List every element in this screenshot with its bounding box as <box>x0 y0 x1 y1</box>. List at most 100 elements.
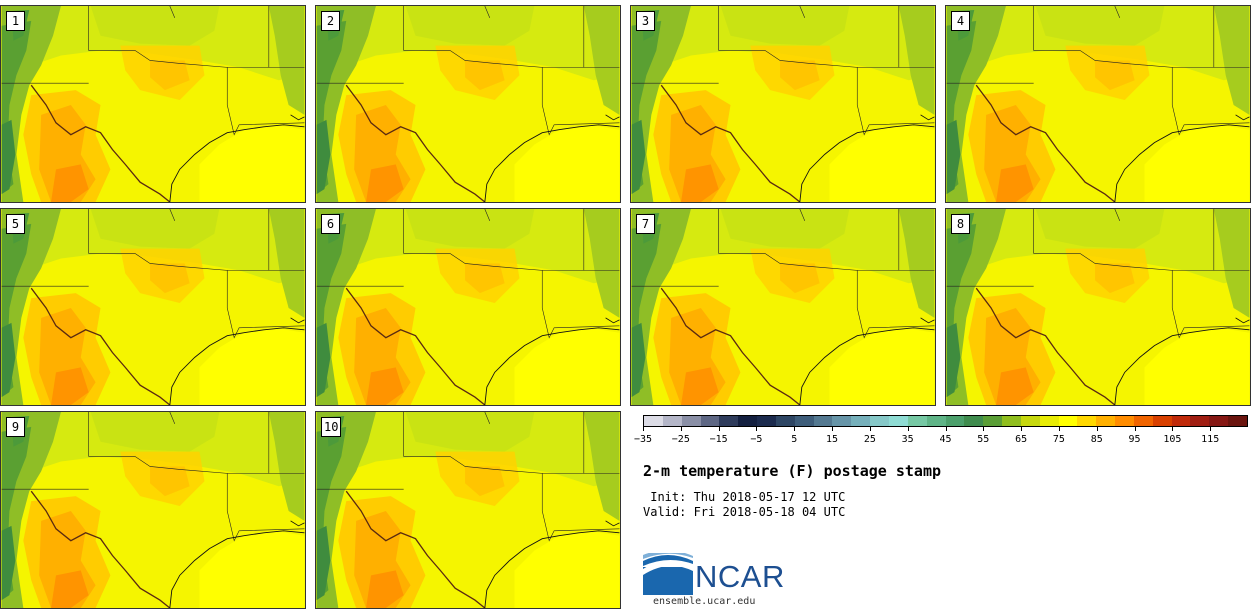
panel-member-7: 7 <box>630 208 936 406</box>
colorbar-tick-label: 65 <box>1015 434 1028 445</box>
colorbar-swatch <box>907 416 927 426</box>
panel-number: 6 <box>321 214 340 234</box>
panel-number: 10 <box>321 417 342 437</box>
panel-number: 1 <box>6 11 25 31</box>
colorbar-tick <box>718 427 720 431</box>
colorbar-tick-label: −15 <box>709 434 728 445</box>
colorbar-swatch <box>700 416 720 426</box>
panel-member-1: 1 <box>0 5 306 203</box>
colorbar-tick <box>832 427 834 431</box>
colorbar-tick-label: −25 <box>671 434 690 445</box>
colorbar-swatch <box>1190 416 1210 426</box>
colorbar-swatch <box>1039 416 1059 426</box>
colorbar-tick-label: 15 <box>826 434 839 445</box>
panel-member-4: 4 <box>945 5 1251 203</box>
colorbar-swatches <box>643 415 1248 427</box>
colorbar-tick-label: 45 <box>939 434 952 445</box>
logo-text: NCAR <box>695 559 785 594</box>
panel-member-8: 8 <box>945 208 1251 406</box>
colorbar-swatch <box>1171 416 1191 426</box>
map-image <box>631 6 935 202</box>
colorbar-tick <box>907 427 909 431</box>
colorbar-tick <box>1210 427 1212 431</box>
colorbar-tick-label: 5 <box>791 434 798 445</box>
panel-member-9: 9 <box>0 411 306 609</box>
colorbar-tick <box>869 427 871 431</box>
panel-member-10: 10 <box>315 411 621 609</box>
colorbar-swatch <box>794 416 814 426</box>
colorbar-swatch <box>851 416 871 426</box>
colorbar-tick-label: −5 <box>750 434 763 445</box>
map-image <box>316 6 620 202</box>
colorbar-tick <box>643 427 644 431</box>
colorbar-tick-label: 115 <box>1201 434 1220 445</box>
colorbar-swatch <box>681 416 701 426</box>
colorbar-swatch <box>1133 416 1153 426</box>
map-image <box>1 209 305 405</box>
colorbar-swatch <box>738 416 758 426</box>
colorbar-swatch <box>1077 416 1097 426</box>
colorbar-tick-label: −35 <box>633 434 653 445</box>
panel-member-6: 6 <box>315 208 621 406</box>
ncar-swoosh-icon <box>643 553 693 595</box>
colorbar-swatch <box>1002 416 1021 426</box>
map-image <box>946 209 1250 405</box>
colorbar-tick-label: 75 <box>1052 434 1065 445</box>
colorbar-tick-label: 85 <box>1090 434 1103 445</box>
panel-number: 3 <box>636 11 655 31</box>
colorbar-tick-label: 105 <box>1163 434 1182 445</box>
colorbar-ticks: −35 −25 −15 −5 5 15 25 35 45 55 65 75 85 95 105 115 <box>634 427 1248 447</box>
colorbar-swatch <box>644 416 663 426</box>
panel-number: 8 <box>951 214 970 234</box>
panel-number: 2 <box>321 11 340 31</box>
panel-member-3: 3 <box>630 5 936 203</box>
init-time: Init: Thu 2018-05-17 12 UTC <box>643 490 846 504</box>
colorbar: −35 −25 −15 −5 5 15 25 35 45 55 65 75 85 95 105 115 <box>634 415 1248 447</box>
colorbar-tick <box>1058 427 1060 431</box>
colorbar-swatch <box>832 416 852 426</box>
page-title: 2-m temperature (F) postage stamp <box>643 462 942 480</box>
map-image <box>946 6 1250 202</box>
colorbar-swatch <box>964 416 984 426</box>
colorbar-swatch <box>1096 416 1116 426</box>
colorbar-swatch <box>1115 416 1134 426</box>
colorbar-swatch <box>1020 416 1040 426</box>
colorbar-tick <box>945 427 947 431</box>
map-image <box>316 209 620 405</box>
panel-number: 7 <box>636 214 655 234</box>
panel-number: 5 <box>6 214 25 234</box>
valid-time: Valid: Fri 2018-05-18 04 UTC <box>643 505 846 519</box>
colorbar-tick-label: 55 <box>977 434 990 445</box>
panel-number: 4 <box>951 11 970 31</box>
panel-member-2: 2 <box>315 5 621 203</box>
panel-number: 9 <box>6 417 25 437</box>
colorbar-swatch <box>1209 416 1229 426</box>
colorbar-swatch <box>926 416 946 426</box>
colorbar-swatch <box>888 416 908 426</box>
colorbar-swatch <box>983 416 1003 426</box>
site-url[interactable]: ensemble.ucar.edu <box>653 596 756 607</box>
map-image <box>316 412 620 608</box>
colorbar-swatch <box>1152 416 1172 426</box>
colorbar-tick <box>1134 427 1136 431</box>
init-valid-times: Init: Thu 2018-05-17 12 UTC Valid: Fri 2… <box>643 490 845 520</box>
colorbar-tick <box>756 427 758 431</box>
colorbar-tick <box>1096 427 1098 431</box>
colorbar-swatch <box>870 416 889 426</box>
colorbar-swatch <box>945 416 965 426</box>
colorbar-swatch <box>662 416 682 426</box>
colorbar-tick <box>1021 427 1023 431</box>
panel-member-5: 5 <box>0 208 306 406</box>
map-image <box>1 412 305 608</box>
map-image <box>1 6 305 202</box>
colorbar-tick <box>1172 427 1174 431</box>
colorbar-tick <box>680 427 682 431</box>
colorbar-swatch <box>775 416 795 426</box>
colorbar-tick-label: 95 <box>1128 434 1141 445</box>
colorbar-tick <box>794 427 796 431</box>
map-image <box>631 209 935 405</box>
colorbar-swatch <box>1228 416 1247 426</box>
colorbar-swatch <box>813 416 833 426</box>
colorbar-tick <box>983 427 985 431</box>
colorbar-tick-label: 35 <box>901 434 914 445</box>
